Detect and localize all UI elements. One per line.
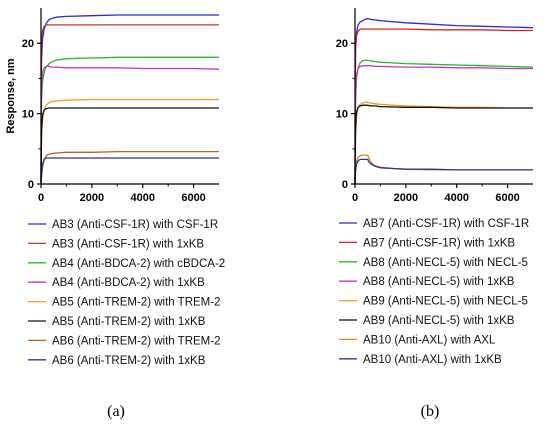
y-tick-label: 0 <box>342 179 348 191</box>
series-line-8 <box>40 157 219 185</box>
series-line-1 <box>354 17 534 185</box>
x-tick-label: 6000 <box>495 192 519 204</box>
y-tick-label: 20 <box>336 38 348 50</box>
x-ticks-a: 0 2000 4000 6000 <box>38 184 206 204</box>
legend-label: AB10 (Anti-AXL) with 1xKB <box>363 354 502 366</box>
series-line-2 <box>40 24 219 185</box>
legend-label: AB8 (Anti-NECL-5) with 1xKB <box>363 276 515 288</box>
series-line-2 <box>354 28 533 185</box>
x-tick-label: 0 <box>352 192 358 204</box>
legend-label: AB3 (Anti-CSF-1R) with 1xKB <box>52 238 204 250</box>
series-line-6 <box>40 107 219 185</box>
legend-label: AB5 (Anti-TREM-2) with TREM-2 <box>52 297 220 309</box>
plot-lines-b <box>354 17 534 185</box>
y-tick-label: 20 <box>22 38 34 50</box>
series-line-8 <box>354 158 533 185</box>
legend-a: AB3 (Anti-CSF-1R) with CSF-1R AB3 (Anti-C… <box>28 219 225 367</box>
series-line-3 <box>40 56 219 185</box>
x-tick-label: 2000 <box>80 192 104 204</box>
y-ticks-b: 0 10 20 <box>336 38 355 191</box>
series-line-4 <box>40 65 220 185</box>
legend-b: AB7 (Anti-CSF-1R) with CSF-1R AB7 (Anti-C… <box>339 218 529 366</box>
series-line-5 <box>354 101 533 185</box>
panel-b: 0 10 20 0 2000 4000 6000 AB7 (Anti-CSF-1R) wi… <box>336 8 534 420</box>
legend-label: AB8 (Anti-NECL-5) with NECL-5 <box>363 257 528 269</box>
legend-label: AB5 (Anti-TREM-2) with 1xKB <box>52 316 206 328</box>
legend-label: AB9 (Anti-NECL-5) with NECL-5 <box>363 296 528 308</box>
axes-b <box>354 8 533 185</box>
x-ticks-b: 0 2000 4000 6000 <box>352 184 520 204</box>
legend-label: AB7 (Anti-CSF-1R) with CSF-1R <box>363 218 529 230</box>
x-tick-label: 4000 <box>130 192 154 204</box>
legend-label: AB9 (Anti-NECL-5) with 1xKB <box>363 315 515 327</box>
y-tick-label: 10 <box>22 109 34 121</box>
y-tick-label: 10 <box>336 109 348 121</box>
y-tick-label: 0 <box>28 179 34 191</box>
series-line-4 <box>354 65 533 185</box>
y-ticks-a: 0 10 20 <box>22 38 41 191</box>
legend-label: AB6 (Anti-TREM-2) with TREM-2 <box>52 335 220 347</box>
series-line-3 <box>354 59 534 185</box>
x-tick-label: 6000 <box>181 192 205 204</box>
plot-lines-a <box>40 14 220 185</box>
legend-label: AB4 (Anti-BDCA-2) with 1xKB <box>52 277 205 289</box>
legend-label: AB3 (Anti-CSF-1R) with CSF-1R <box>52 219 218 231</box>
series-line-1 <box>40 14 219 185</box>
panel-label-b: (b) <box>421 403 440 420</box>
panel-label-a: (a) <box>107 403 125 420</box>
x-tick-label: 2000 <box>394 192 418 204</box>
x-tick-label: 0 <box>38 192 44 204</box>
series-line-6 <box>354 104 533 185</box>
y-axis-label-a: Response, nm <box>5 58 17 133</box>
series-line-7 <box>40 150 219 185</box>
legend-label: AB10 (Anti-AXL) with AXL <box>363 334 496 346</box>
legend-label: AB6 (Anti-TREM-2) with 1xKB <box>52 355 206 367</box>
series-line-5 <box>40 98 219 185</box>
legend-label: AB7 (Anti-CSF-1R) with 1xKB <box>363 237 515 249</box>
panel-a: Response, nm 0 10 20 0 2000 4000 6000 AB3 (An… <box>5 8 225 420</box>
axes-a <box>40 8 219 185</box>
x-tick-label: 4000 <box>444 192 468 204</box>
legend-label: AB4 (Anti-BDCA-2) with cBDCA-2 <box>52 258 225 270</box>
